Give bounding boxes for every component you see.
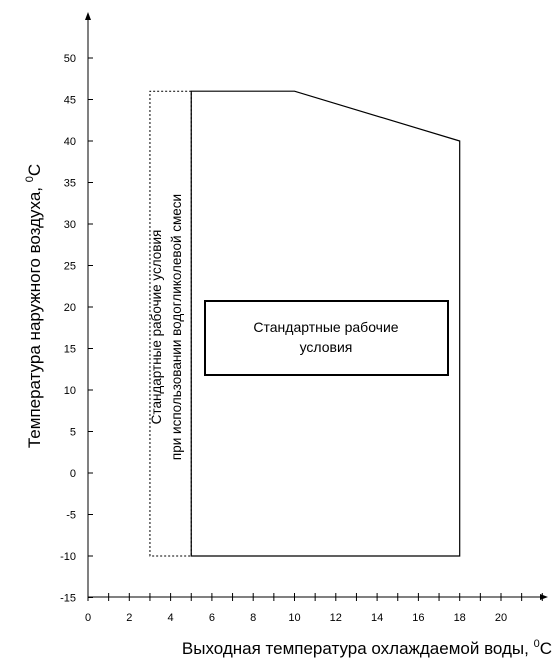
- x-tick-label: 14: [371, 612, 383, 624]
- region-glycol: [149, 90, 192, 557]
- glycol-label-line-2: при использовании водогликолевой смеси: [169, 194, 184, 460]
- y-tick-label: 50: [64, 53, 76, 65]
- glycol-label-line-1: Стандартные рабочие условия: [149, 230, 164, 425]
- y-tick-label: 20: [64, 302, 76, 314]
- y-tick-label: 10: [64, 385, 76, 397]
- standard-label-line-2: условия: [300, 339, 353, 355]
- y-axis-title-unit-sup: 0: [24, 176, 36, 182]
- standard-label-box: [204, 300, 449, 376]
- y-tick-label: -5: [66, 510, 76, 522]
- y-axis-title-unit: C: [25, 164, 44, 176]
- x-tick-label: 8: [250, 612, 256, 624]
- x-tick-label: 20: [495, 612, 507, 624]
- y-tick-label: 45: [64, 95, 76, 107]
- x-tick-label: 16: [412, 612, 424, 624]
- operating-regions: [149, 90, 461, 557]
- x-tick-label: 2: [126, 612, 132, 624]
- y-tick-label: -10: [60, 551, 76, 563]
- x-axis-title-unit-sup: 0: [534, 638, 540, 650]
- x-axis-title-unit: C: [540, 639, 552, 658]
- x-tick-label: 10: [288, 612, 300, 624]
- y-tick-label: 25: [64, 261, 76, 273]
- y-tick-label: 15: [64, 344, 76, 356]
- x-tick-label: 6: [209, 612, 215, 624]
- y-axis-arrow: [85, 12, 91, 20]
- glycol-label: Стандартные рабочие условия при использо…: [149, 194, 184, 460]
- y-tick-label: 0: [70, 468, 76, 480]
- x-tick-label: 0: [85, 612, 91, 624]
- x-tick-label: 12: [330, 612, 342, 624]
- standard-label-line-1: Стандартные рабочие: [253, 319, 398, 335]
- x-axis-title-text: Выходная температура охлаждаемой воды,: [182, 639, 534, 658]
- x-tick-label: 18: [454, 612, 466, 624]
- x-axis-arrow: [540, 594, 548, 600]
- x-ticks: 0 2 4 6 8 10 12 14 16 18 20: [85, 593, 543, 624]
- y-tick-label: 35: [64, 178, 76, 190]
- x-tick-label: 4: [168, 612, 174, 624]
- y-axis-title: Температура наружного воздуха, 0C: [24, 164, 44, 448]
- y-tick-label: 40: [64, 136, 76, 148]
- y-tick-label: 5: [70, 427, 76, 439]
- x-axis-title: Выходная температура охлаждаемой воды, 0…: [182, 638, 552, 658]
- y-tick-label: 30: [64, 219, 76, 231]
- y-axis-title-text: Температура наружного воздуха,: [25, 182, 44, 448]
- y-tick-label: -15: [60, 593, 76, 605]
- y-ticks: -15 -10 -5 0 5 10 15 20 25 30 35 40 45 50: [60, 53, 93, 605]
- region-standard: [190, 90, 461, 557]
